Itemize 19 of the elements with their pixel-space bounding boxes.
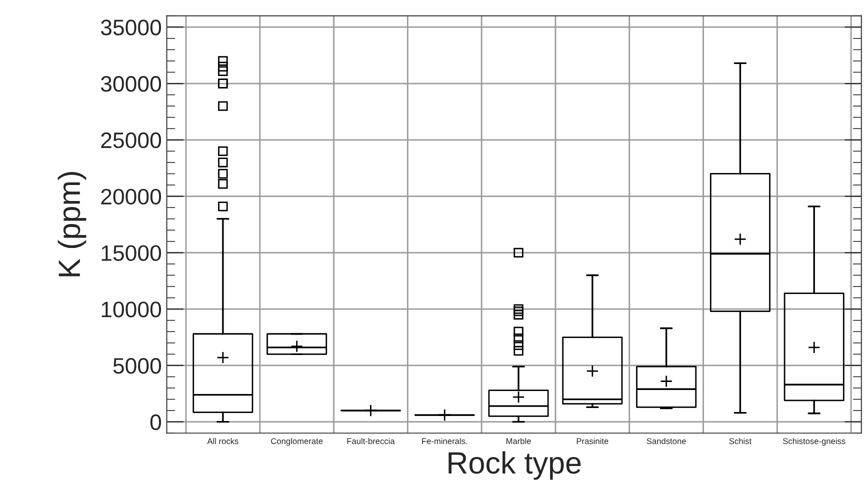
- x-tick-label: Conglomerate: [271, 438, 323, 446]
- y-tick-label: 35000: [100, 20, 162, 36]
- y-tick-label: 15000: [102, 245, 162, 261]
- x-tick-label: Prasinite: [576, 438, 608, 444]
- y-tick-label: 0: [150, 414, 162, 430]
- y-tick-label: 20000: [101, 188, 162, 205]
- x-tick-label: Schist: [729, 438, 752, 444]
- y-tick-label: 10000: [102, 302, 162, 318]
- x-tick-label: Sandstone: [646, 438, 686, 444]
- y-tick-label: 5000: [113, 358, 162, 374]
- x-axis-title: Rock type: [448, 451, 581, 480]
- x-tick-label: All rocks: [207, 438, 238, 444]
- x-tick-label: Schistose-gneiss: [782, 438, 846, 446]
- y-tick-label: 25000: [101, 132, 162, 148]
- x-tick-label: Fe-minerals.: [422, 438, 468, 444]
- x-tick-label: Marble: [506, 438, 531, 444]
- y-axis-title: K (ppm): [58, 172, 86, 276]
- y-tick-label: 30000: [100, 76, 162, 92]
- x-tick-label: Fault-breccia: [347, 438, 395, 444]
